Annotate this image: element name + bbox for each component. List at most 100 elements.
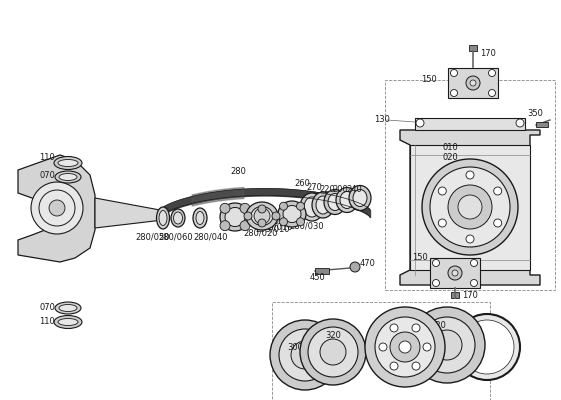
Text: 130: 130 [374, 116, 390, 124]
Ellipse shape [316, 196, 330, 214]
Text: 280/040: 280/040 [193, 232, 228, 242]
Circle shape [460, 320, 514, 374]
Bar [315, 268, 329, 274]
Circle shape [291, 341, 319, 369]
Bar [469, 45, 477, 51]
Text: 170: 170 [462, 290, 478, 300]
Circle shape [471, 280, 477, 286]
Ellipse shape [246, 202, 278, 230]
Text: 110: 110 [39, 316, 55, 326]
Circle shape [450, 90, 458, 96]
Ellipse shape [54, 316, 82, 328]
Circle shape [489, 70, 495, 76]
Circle shape [419, 317, 475, 373]
Circle shape [412, 362, 420, 370]
Text: 010: 010 [443, 144, 459, 152]
Ellipse shape [278, 201, 306, 227]
Text: 280/020: 280/020 [243, 228, 278, 238]
Circle shape [49, 200, 65, 216]
Ellipse shape [340, 192, 354, 208]
Ellipse shape [225, 208, 245, 226]
Bar [430, 258, 480, 288]
Ellipse shape [300, 193, 324, 221]
Text: 280/030: 280/030 [289, 222, 324, 230]
Circle shape [258, 219, 266, 227]
Bar [451, 292, 459, 298]
Circle shape [409, 307, 485, 383]
Circle shape [489, 90, 495, 96]
Text: 280/060: 280/060 [158, 232, 192, 242]
Text: 200: 200 [332, 184, 348, 194]
Circle shape [466, 235, 474, 243]
Circle shape [399, 341, 411, 353]
Circle shape [300, 319, 366, 385]
Ellipse shape [349, 186, 371, 210]
Text: 150: 150 [421, 76, 437, 84]
Text: 350: 350 [527, 110, 543, 118]
Ellipse shape [54, 156, 82, 170]
Circle shape [297, 202, 305, 210]
Ellipse shape [324, 190, 346, 214]
Ellipse shape [55, 171, 81, 183]
Circle shape [365, 307, 445, 387]
Circle shape [31, 182, 83, 234]
Circle shape [279, 218, 287, 226]
Circle shape [450, 70, 458, 76]
Text: 280: 280 [230, 168, 246, 176]
Circle shape [297, 218, 305, 226]
Circle shape [422, 159, 518, 255]
Circle shape [430, 167, 510, 247]
Circle shape [452, 270, 458, 276]
Text: 150: 150 [412, 254, 428, 262]
Circle shape [416, 119, 424, 127]
Ellipse shape [304, 197, 320, 217]
Circle shape [494, 187, 502, 195]
Bar [536, 122, 548, 127]
Circle shape [390, 324, 398, 332]
Ellipse shape [328, 194, 342, 210]
Circle shape [466, 171, 474, 179]
Bar [448, 68, 498, 98]
Text: 280/010: 280/010 [258, 222, 292, 232]
Ellipse shape [196, 212, 204, 224]
Circle shape [390, 332, 420, 362]
Ellipse shape [312, 192, 334, 218]
Ellipse shape [220, 203, 250, 231]
Circle shape [244, 212, 252, 220]
Polygon shape [18, 155, 95, 262]
Circle shape [350, 262, 360, 272]
Circle shape [240, 203, 250, 213]
Text: 020: 020 [443, 152, 459, 162]
Text: 293/010: 293/010 [255, 224, 289, 234]
Ellipse shape [59, 174, 77, 180]
Circle shape [412, 324, 420, 332]
Circle shape [423, 343, 431, 351]
Bar [410, 145, 530, 270]
Text: 320: 320 [430, 322, 446, 330]
Circle shape [433, 260, 439, 266]
Ellipse shape [336, 188, 358, 212]
Circle shape [270, 320, 340, 390]
Circle shape [438, 187, 447, 195]
Ellipse shape [251, 206, 273, 226]
Polygon shape [400, 130, 540, 285]
Text: 300: 300 [287, 342, 303, 352]
Circle shape [466, 76, 480, 90]
Circle shape [258, 205, 266, 213]
Circle shape [320, 339, 346, 365]
Ellipse shape [171, 209, 185, 227]
Circle shape [432, 330, 462, 360]
Text: 280/020: 280/020 [255, 216, 289, 226]
Ellipse shape [157, 207, 169, 229]
Text: 070: 070 [39, 302, 55, 312]
Circle shape [454, 314, 520, 380]
Polygon shape [95, 198, 163, 228]
Text: 280/050: 280/050 [135, 232, 169, 242]
Ellipse shape [58, 318, 78, 326]
Circle shape [254, 208, 270, 224]
Circle shape [470, 80, 476, 86]
Text: 170: 170 [480, 48, 496, 58]
Ellipse shape [58, 160, 78, 166]
Text: 270: 270 [306, 184, 322, 192]
Ellipse shape [193, 208, 207, 228]
